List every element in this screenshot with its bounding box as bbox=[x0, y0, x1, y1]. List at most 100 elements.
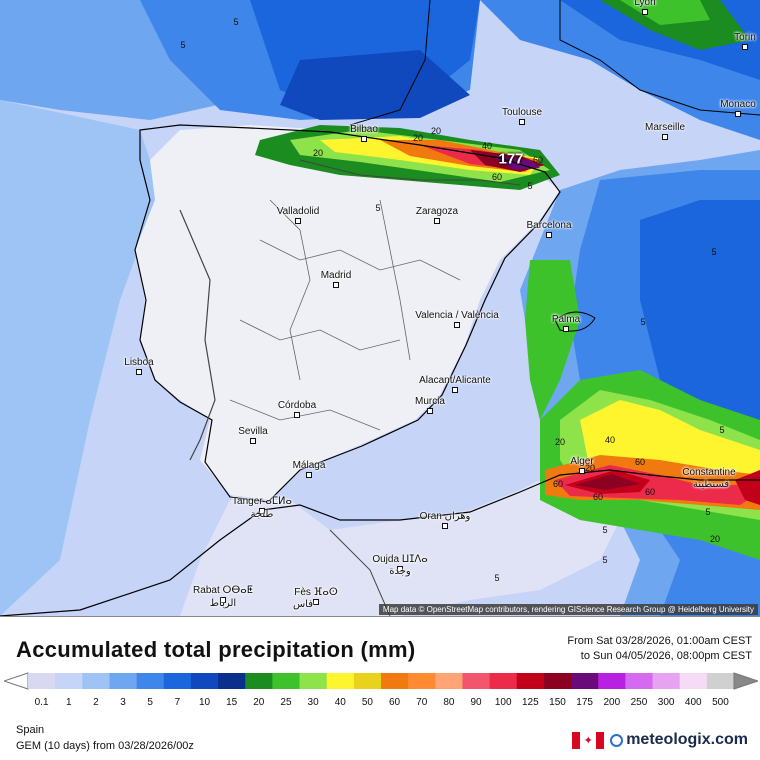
scale-swatch bbox=[245, 673, 273, 689]
city-marker bbox=[454, 322, 460, 328]
city-label: Bilbao bbox=[350, 124, 378, 135]
contour-label: 60 bbox=[552, 479, 564, 489]
scale-label: 10 bbox=[198, 697, 211, 708]
scale-swatch bbox=[706, 673, 735, 689]
scale-swatch bbox=[136, 673, 165, 689]
color-scale-bar bbox=[4, 672, 758, 690]
contour-label: 60 bbox=[634, 457, 646, 467]
scale-swatch bbox=[408, 673, 436, 689]
contour-label: 60 bbox=[644, 487, 656, 497]
scale-label: 7 bbox=[174, 697, 181, 708]
precipitation-map[interactable]: Lyon Torin Toulouse Monaco Marseille Bilbao Va… bbox=[0, 0, 760, 617]
city-marker bbox=[333, 282, 339, 288]
iberia-land bbox=[135, 125, 560, 500]
city-marker bbox=[397, 566, 403, 572]
scale-label: 150 bbox=[549, 697, 566, 708]
city-label: Tanger ⴰⵎⵍⴰ bbox=[232, 496, 292, 507]
scale-label: 500 bbox=[712, 697, 729, 708]
scale-swatch bbox=[381, 673, 409, 689]
contour-label: 60 bbox=[532, 155, 544, 165]
city-marker bbox=[361, 136, 367, 142]
city-marker bbox=[563, 326, 569, 332]
scale-swatch bbox=[163, 673, 192, 689]
city-marker bbox=[579, 468, 585, 474]
scale-label: 70 bbox=[416, 697, 428, 708]
scale-swatch bbox=[489, 673, 518, 689]
scale-swatch bbox=[326, 673, 355, 689]
city-label: Zaragoza bbox=[415, 206, 459, 217]
scale-swatch bbox=[598, 673, 626, 689]
scale-label: 125 bbox=[522, 697, 539, 708]
model-label: GEM (10 days) from 03/28/2026/00z bbox=[16, 740, 194, 752]
map-attribution[interactable]: Map data © OpenStreetMap contributors, r… bbox=[378, 604, 758, 615]
contour-label: 5 bbox=[527, 181, 533, 191]
city-label: Constantine bbox=[682, 467, 736, 478]
scale-label: 0.1 bbox=[34, 697, 49, 708]
scale-swatch bbox=[272, 673, 301, 689]
city-label: Marseille bbox=[644, 122, 686, 133]
city-marker bbox=[313, 599, 319, 605]
scale-label: 5 bbox=[147, 697, 153, 708]
city-label: Alger bbox=[570, 456, 594, 467]
city-label: طنجة bbox=[250, 509, 274, 520]
scale-swatch bbox=[571, 673, 599, 689]
city-label: Torin bbox=[734, 32, 756, 43]
city-label: Lyon bbox=[634, 0, 656, 8]
scale-label: 20 bbox=[253, 697, 265, 708]
scale-swatch bbox=[652, 673, 681, 689]
city-marker bbox=[442, 523, 448, 529]
city-marker bbox=[294, 412, 300, 418]
city-marker bbox=[136, 369, 142, 375]
contour-label: 5 bbox=[719, 425, 725, 435]
city-label: قسنطينة bbox=[692, 479, 730, 490]
city-label: Sevilla bbox=[238, 426, 268, 437]
contour-label: 20 bbox=[554, 437, 566, 447]
city-label: Madrid bbox=[320, 270, 352, 281]
contour-label: 5 bbox=[602, 525, 608, 535]
contour-label: 40 bbox=[481, 141, 493, 151]
coastline bbox=[134, 124, 561, 503]
city-label: وجدة bbox=[389, 566, 411, 577]
city-marker bbox=[306, 472, 312, 478]
city-label: Valencia / València bbox=[415, 310, 499, 321]
scale-swatch bbox=[679, 673, 708, 689]
scale-min-arrow bbox=[4, 672, 29, 690]
scale-label: 300 bbox=[657, 697, 675, 708]
contour-label: 5 bbox=[233, 17, 239, 27]
city-label: Oran وهران bbox=[419, 511, 471, 522]
city-label: فاس bbox=[292, 599, 314, 610]
map-canvas bbox=[0, 0, 760, 616]
scale-swatch bbox=[543, 673, 572, 689]
scale-label: 2 bbox=[93, 697, 99, 708]
scale-label: 40 bbox=[334, 697, 346, 708]
scale-label: 250 bbox=[630, 697, 648, 708]
max-value-label: 177 bbox=[498, 150, 524, 168]
contour-label: 20 bbox=[430, 126, 442, 136]
scale-label: 80 bbox=[443, 697, 455, 708]
city-marker bbox=[434, 218, 440, 224]
city-label: Alacant/Alicante bbox=[419, 375, 491, 386]
scale-label: 3 bbox=[120, 697, 126, 708]
city-label: Barcelona bbox=[526, 220, 572, 231]
scale-swatch bbox=[435, 673, 463, 689]
city-marker bbox=[250, 438, 256, 444]
scale-swatch bbox=[55, 673, 83, 689]
city-label: Toulouse bbox=[501, 107, 543, 118]
city-marker bbox=[295, 218, 301, 224]
scale-swatch bbox=[190, 673, 219, 689]
scale-label: 90 bbox=[470, 697, 482, 708]
brand-name: meteologix.com bbox=[626, 731, 748, 748]
city-label: Oujda ⵡⵊⴷⴰ bbox=[372, 554, 428, 565]
city-marker bbox=[259, 508, 265, 514]
period-from: From Sat 03/28/2026, 01:00am CEST bbox=[567, 635, 752, 647]
city-marker bbox=[662, 134, 668, 140]
meteologix-logo-icon bbox=[610, 733, 624, 747]
scale-label: 1 bbox=[65, 697, 72, 708]
city-label: Fès ⴼⴰⵙ bbox=[294, 587, 338, 598]
city-label: Palma bbox=[551, 314, 581, 325]
brand[interactable]: ✦ meteologix.com bbox=[572, 731, 748, 749]
scale-label: 50 bbox=[361, 697, 373, 708]
city-label: Murcia bbox=[414, 396, 446, 407]
scale-swatch bbox=[28, 673, 56, 689]
scale-swatch bbox=[462, 673, 491, 689]
